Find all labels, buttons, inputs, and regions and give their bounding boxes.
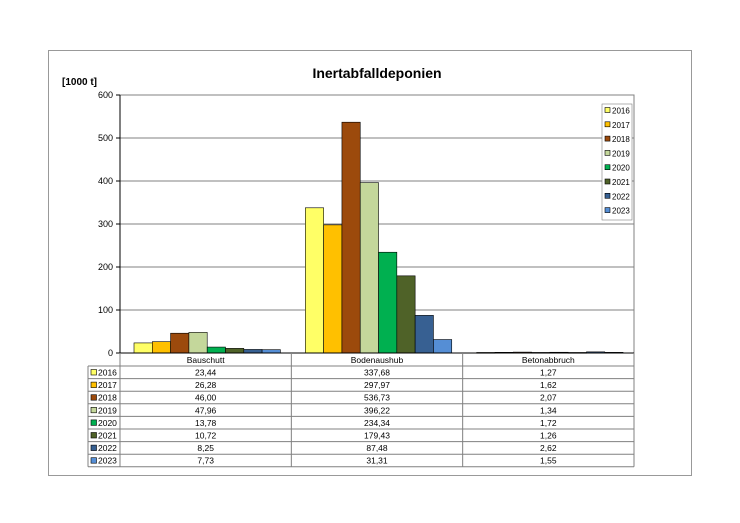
table-cell: 7,73 — [197, 456, 214, 466]
table-cell: 536,73 — [364, 393, 390, 403]
category-label: Bauschutt — [187, 355, 225, 365]
legend-label: 2023 — [612, 207, 630, 216]
legend-label: 2016 — [612, 107, 630, 116]
table-row-label: 2022 — [98, 443, 117, 453]
table-row-label: 2016 — [98, 368, 117, 378]
bar-2020-bauschutt — [206, 346, 226, 354]
bar-2016-bauschutt — [133, 342, 153, 354]
table-cell: 31,31 — [366, 456, 388, 466]
table-cell: 23,44 — [195, 368, 217, 378]
table-cell: 297,97 — [364, 380, 390, 390]
y-tick-label: 300 — [98, 219, 113, 229]
bar-2018-bodenaushub — [341, 121, 361, 354]
legend-key-2020 — [604, 164, 611, 170]
y-axis-label: [1000 t] — [62, 77, 97, 88]
table-legend-key — [90, 394, 97, 401]
legend-label: 2017 — [612, 121, 630, 130]
table-legend-key — [90, 419, 97, 426]
table-row-label: 2019 — [98, 405, 117, 415]
table-cell: 1,34 — [540, 405, 557, 415]
legend-key-2017 — [604, 121, 611, 128]
table-cell: 1,55 — [540, 456, 557, 466]
legend-key-2023 — [604, 207, 611, 213]
legend-key-2021 — [604, 178, 611, 185]
legend-key-2016 — [604, 107, 611, 113]
table-cell: 13,78 — [195, 418, 217, 428]
table-legend-key — [90, 457, 97, 464]
legend-key-2019 — [604, 150, 611, 156]
table-legend-key — [90, 369, 97, 376]
bar-2019-bodenaushub — [359, 182, 379, 354]
category-label: Betonabbruch — [522, 355, 575, 365]
table-cell: 87,48 — [366, 443, 388, 453]
y-tick-label: 500 — [98, 133, 113, 143]
y-tick-label: 400 — [98, 176, 113, 186]
table-cell: 10,72 — [195, 431, 217, 441]
bar-2021-bauschutt — [225, 348, 245, 354]
bar-2022-bauschutt — [243, 349, 263, 354]
legend-label: 2022 — [612, 192, 630, 201]
table-cell: 396,22 — [364, 405, 390, 415]
y-tick-label: 600 — [98, 90, 113, 100]
table-cell: 47,96 — [195, 405, 217, 415]
table-cell: 234,34 — [364, 418, 390, 428]
legend-label: 2021 — [612, 178, 630, 187]
table-cell: 337,68 — [364, 368, 390, 378]
bar-2022-bodenaushub — [414, 315, 434, 354]
table-row-label: 2021 — [98, 431, 117, 441]
bar-2019-bauschutt — [188, 332, 208, 354]
bar-2020-bodenaushub — [378, 251, 398, 354]
legend-label: 2019 — [612, 149, 630, 158]
bar-2017-bauschutt — [152, 341, 171, 354]
table-row-label: 2023 — [98, 456, 117, 466]
table-legend-key — [90, 444, 97, 451]
table-cell: 1,72 — [540, 418, 557, 428]
bar-2021-bodenaushub — [396, 275, 416, 354]
table-cell: 8,25 — [197, 443, 214, 453]
table-legend-key — [90, 406, 97, 414]
table-cell: 26,28 — [195, 380, 217, 390]
table-legend-key — [90, 432, 97, 439]
table-row-label: 2018 — [98, 393, 117, 403]
legend-label: 2020 — [612, 164, 630, 173]
table-cell: 1,27 — [540, 368, 557, 378]
bar-2017-bodenaushub — [323, 224, 343, 354]
table-cell: 2,07 — [540, 393, 557, 403]
category-label: Bodenaushub — [351, 355, 404, 365]
chart-title: Inertabfalldeponien — [312, 65, 441, 81]
bar-2016-bodenaushub — [305, 207, 324, 354]
bar-2023-bodenaushub — [433, 339, 453, 354]
table-row-label: 2017 — [98, 380, 117, 390]
table-cell: 179,43 — [364, 431, 390, 441]
table-legend-key — [90, 381, 97, 388]
legend-label: 2018 — [612, 135, 630, 144]
table-row-label: 2020 — [98, 418, 117, 428]
table-cell: 1,26 — [540, 431, 557, 441]
legend-key-2018 — [604, 135, 611, 142]
y-tick-label: 0 — [108, 348, 113, 358]
legend-key-2022 — [604, 193, 611, 199]
y-tick-label: 200 — [98, 262, 113, 272]
y-tick-label: 100 — [98, 305, 113, 315]
table-cell: 46,00 — [195, 393, 217, 403]
table-cell: 2,62 — [540, 443, 557, 453]
table-cell: 1,62 — [540, 380, 557, 390]
bar-2018-bauschutt — [170, 332, 190, 354]
